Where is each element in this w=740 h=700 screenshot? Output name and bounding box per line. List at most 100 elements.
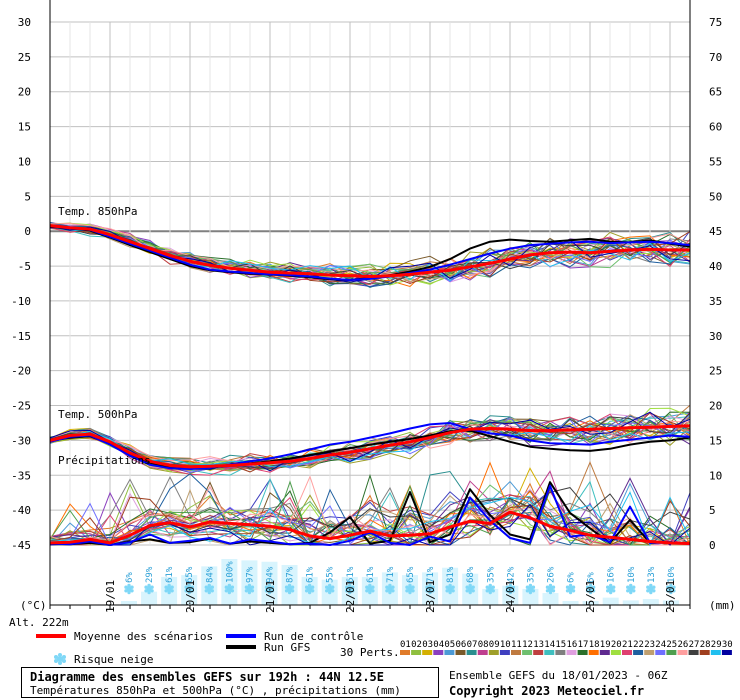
x-date-tick: 23/01 bbox=[424, 580, 437, 613]
snow-risk-label: 6% bbox=[125, 572, 135, 583]
member-swatch bbox=[544, 650, 555, 655]
y-right-tick: 55 bbox=[709, 155, 722, 168]
footer-run: Ensemble GEFS du 18/01/2023 - 06Z bbox=[449, 669, 668, 682]
snow-risk-label: 94% bbox=[265, 566, 275, 583]
title-box: Diagramme des ensembles GEFS sur 192h : … bbox=[21, 667, 439, 698]
series-t500 bbox=[49, 422, 691, 470]
member-swatch bbox=[455, 650, 466, 655]
snow-risk-bar bbox=[261, 561, 278, 605]
y-left-tick: -30 bbox=[11, 434, 31, 447]
footer: Ensemble GEFS du 18/01/2023 - 06Z Copyri… bbox=[449, 669, 668, 698]
y-left-tick: -40 bbox=[11, 504, 31, 517]
snow-risk-bar bbox=[602, 597, 619, 605]
main-series bbox=[49, 224, 691, 546]
member-number: 12 bbox=[522, 640, 533, 650]
y-left-tick: -45 bbox=[11, 539, 31, 552]
member-number: 11 bbox=[511, 640, 522, 650]
snow-risk-label: 61% bbox=[165, 566, 175, 583]
x-date-tick: 21/01 bbox=[264, 580, 277, 613]
x-date-tick: 22/01 bbox=[344, 580, 357, 613]
series-precip bbox=[49, 510, 691, 546]
member-swatch bbox=[411, 650, 422, 655]
snowflake-icon bbox=[525, 583, 536, 595]
y-right-tick: 45 bbox=[709, 225, 722, 238]
snowflake-icon bbox=[605, 583, 616, 595]
y-right-tick: 20 bbox=[709, 400, 722, 413]
y-left-tick: -10 bbox=[11, 295, 31, 308]
snow-risk-bar bbox=[482, 588, 499, 605]
member-swatch bbox=[433, 650, 444, 655]
member-swatch bbox=[655, 650, 666, 655]
footer-copyright: Copyright 2023 Meteociel.fr bbox=[449, 684, 645, 698]
member-swatch bbox=[588, 650, 599, 655]
snow-risk-bar bbox=[241, 560, 258, 605]
snowflake-icon bbox=[425, 583, 435, 595]
member-number: 29 bbox=[711, 640, 722, 650]
member-swatch bbox=[422, 650, 433, 655]
y-right-tick: 10 bbox=[709, 469, 722, 482]
snow-risk-label: 10% bbox=[667, 566, 677, 583]
snowflake-icon bbox=[184, 583, 194, 595]
y-right-tick: 50 bbox=[709, 190, 722, 203]
member-number: 10 bbox=[500, 640, 511, 650]
y-left-tick: -25 bbox=[11, 400, 31, 413]
snowflake-icon bbox=[144, 583, 154, 595]
legend-mean-label: Moyenne des scénarios bbox=[74, 630, 213, 643]
y-left-tick: -15 bbox=[11, 330, 31, 343]
y-left-tick: 0 bbox=[24, 225, 31, 238]
y-left-tick: -5 bbox=[18, 260, 31, 273]
member-swatch bbox=[444, 650, 455, 655]
member-line bbox=[49, 473, 691, 546]
title-line1: Diagramme des ensembles GEFS sur 192h : … bbox=[30, 670, 385, 684]
member-number: 24 bbox=[655, 640, 666, 650]
member-swatch bbox=[555, 650, 566, 655]
member-swatch bbox=[566, 650, 577, 655]
x-date-tick: 26/01 bbox=[664, 580, 677, 613]
member-number: 28 bbox=[700, 640, 711, 650]
member-swatch bbox=[699, 650, 710, 655]
snow-risk-label: 97% bbox=[245, 566, 255, 583]
snow-risk-label: 84% bbox=[205, 566, 215, 583]
y-right-tick: 25 bbox=[709, 365, 722, 378]
legend-perts-label: 30 Perts. bbox=[340, 646, 400, 659]
x-date-tick: 25/01 bbox=[584, 580, 597, 613]
series-precip bbox=[49, 481, 691, 546]
member-number: 08 bbox=[478, 640, 489, 650]
snow-risk-bar bbox=[582, 601, 599, 605]
snowflake-icon bbox=[124, 583, 134, 595]
member-line bbox=[49, 478, 691, 547]
member-number: 18 bbox=[589, 640, 600, 650]
snow-risk-label: 71% bbox=[426, 566, 436, 583]
member-swatch bbox=[622, 650, 632, 655]
y-left-tick: -35 bbox=[11, 469, 31, 482]
snow-risk-label: 10% bbox=[627, 566, 637, 583]
y-left-tick: 15 bbox=[18, 121, 31, 134]
snowflake-icon bbox=[626, 583, 636, 595]
legend-snow-label: Risque neige bbox=[74, 653, 153, 666]
member-swatch bbox=[511, 650, 521, 655]
member-swatch bbox=[466, 650, 477, 655]
snowflake-icon bbox=[54, 653, 66, 665]
y-left-tick: 30 bbox=[18, 16, 31, 29]
snow-risk-label: 61% bbox=[306, 566, 316, 583]
series-t850 bbox=[49, 225, 691, 281]
y-right-tick: 35 bbox=[709, 295, 722, 308]
altitude-label: Alt. 222m bbox=[9, 616, 69, 629]
member-number: 23 bbox=[644, 640, 655, 650]
legend-gfs-label: Run GFS bbox=[264, 641, 310, 654]
y-left-tick: 25 bbox=[18, 51, 31, 64]
member-swatch bbox=[533, 650, 544, 655]
chart-axes bbox=[49, 0, 691, 609]
member-number: 03 bbox=[422, 640, 433, 650]
snow-risk-label: 16% bbox=[607, 566, 617, 583]
snow-risk-label: 29% bbox=[145, 566, 155, 583]
y-left-tick: 20 bbox=[18, 86, 31, 99]
member-number: 19 bbox=[600, 640, 611, 650]
member-number: 04 bbox=[433, 640, 444, 650]
snowflake-icon bbox=[545, 583, 556, 595]
y-right-tick: 30 bbox=[709, 330, 722, 343]
member-number: 22 bbox=[633, 640, 644, 650]
member-number: 16 bbox=[567, 640, 578, 650]
snow-risk-label: 61% bbox=[366, 566, 376, 583]
